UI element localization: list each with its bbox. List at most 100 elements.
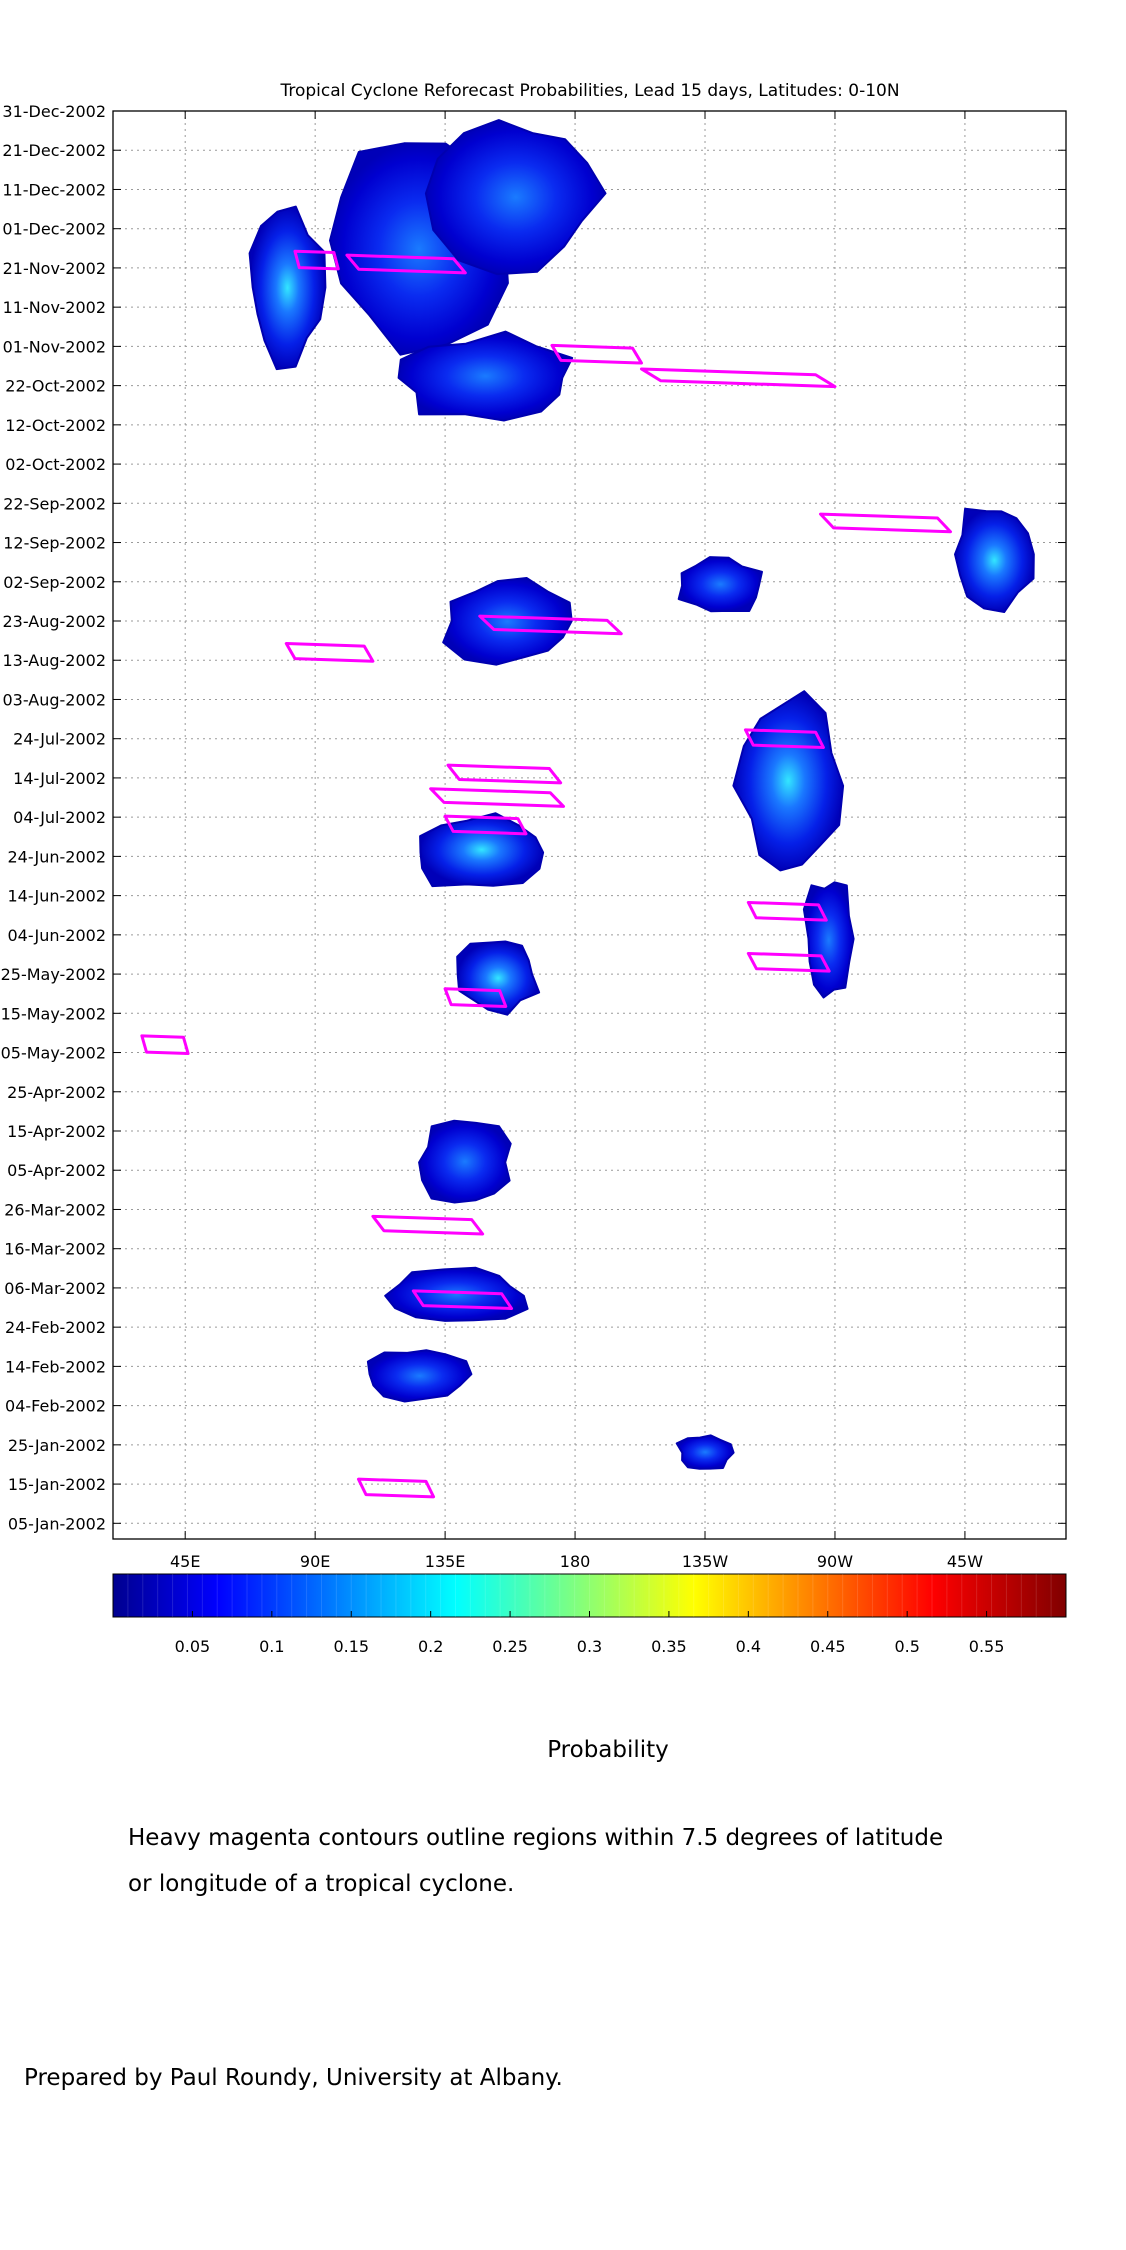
y-tick-label: 05-Apr-2002 [7,1161,106,1180]
colorbar-ticks: 0.05 0.1 0.15 0.2 0.25 0.3 0.35 0.4 0.45 0.5 0.55 [175,1611,1005,1656]
tc-contour [746,951,831,973]
tc-contour [411,1289,514,1311]
probability-region [442,577,573,666]
y-tick-label: 03-Aug-2002 [2,690,106,709]
y-tick-label: 04-Jul-2002 [13,808,106,827]
tc-contour [345,253,467,275]
y-tick-label: 12-Oct-2002 [5,416,106,435]
plot-area [113,111,1066,1539]
colorbar-tick-label: 0.5 [894,1637,919,1656]
y-tick-label: 23-Aug-2002 [2,612,106,631]
tc-contour [443,814,528,836]
probability-region [802,881,855,999]
x-tick-label: 180 [560,1552,591,1571]
credit-line: Prepared by Paul Roundy, University at A… [24,2065,563,2091]
probability-region [397,330,574,422]
x-tick-label: 135W [682,1552,729,1571]
tc-contour [371,1214,485,1236]
y-tick-label: 01-Dec-2002 [2,220,106,239]
y-tick-label: 02-Sep-2002 [3,573,106,592]
tc-contour [443,987,508,1008]
probability-region [424,119,607,276]
x-tick-label: 45W [947,1552,983,1571]
y-tick-label: 02-Oct-2002 [5,455,106,474]
x-tick-label: 45E [170,1552,200,1571]
probability-region [248,205,327,371]
y-tick-label: 22-Sep-2002 [3,494,106,513]
y-tick-label: 11-Dec-2002 [2,180,106,199]
y-tick-label: 24-Jun-2002 [7,847,106,866]
tc-contour [639,367,837,389]
tc-contour [550,343,643,365]
y-tick-label: 11-Nov-2002 [3,298,106,317]
colorbar-tick-label: 0.3 [577,1637,602,1656]
colorbar-label: Probability [547,1737,669,1763]
y-tick-label: 15-Jan-2002 [8,1475,106,1494]
probability-field [248,119,1035,1470]
y-tick-label: 15-May-2002 [1,1004,106,1023]
y-tick-label: 05-Jan-2002 [8,1514,106,1533]
probability-region [418,1119,512,1204]
y-tick-label: 04-Jun-2002 [7,926,106,945]
y-tick-label: 05-May-2002 [1,1044,106,1063]
y-axis: 31-Dec-2002 21-Dec-2002 11-Dec-2002 01-Dec-… [1,102,1066,1533]
x-tick-label: 135E [425,1552,466,1571]
probability-region [677,556,763,613]
tc-contour [478,614,623,636]
y-tick-label: 25-Apr-2002 [7,1083,106,1102]
y-tick-label: 21-Dec-2002 [2,141,106,160]
tc-contour [819,512,952,534]
tc-contour [140,1034,190,1056]
chart-title: Tropical Cyclone Reforecast Probabilitie… [279,81,899,101]
y-tick-label: 01-Nov-2002 [3,337,106,356]
tc-contour [356,1477,436,1499]
colorbar-tick-label: 0.15 [333,1637,369,1656]
colorbar-tick-label: 0.55 [969,1637,1005,1656]
probability-region [675,1434,735,1470]
y-tick-label: 14-Feb-2002 [5,1357,106,1376]
colorbar-tick-label: 0.45 [810,1637,846,1656]
tc-contour [746,900,828,922]
colorbar-tick-label: 0.25 [492,1637,528,1656]
colorbar-tick-label: 0.2 [418,1637,443,1656]
colorbar-tick-label: 0.35 [651,1637,687,1656]
tc-contour [429,787,566,808]
tc-contour [446,763,563,785]
plot-frame [112,110,1067,1540]
x-tick-label: 90W [817,1552,853,1571]
probability-region [732,690,845,872]
y-tick-label: 16-Mar-2002 [4,1240,106,1259]
colorbar-tick-label: 0.4 [736,1637,761,1656]
probability-region [954,507,1035,613]
y-tick-label: 15-Apr-2002 [7,1122,106,1141]
colorbar-tick-label: 0.05 [175,1637,211,1656]
tc-contour [284,642,375,663]
contour-note: Heavy magenta contours outline regions w… [128,1815,1028,1907]
probability-region [456,940,541,1016]
y-tick-label: 21-Nov-2002 [3,259,106,278]
tc-contour [743,728,825,750]
probability-region [419,812,545,888]
y-tick-label: 06-Mar-2002 [4,1279,106,1298]
y-tick-label: 14-Jul-2002 [13,769,106,788]
y-tick-label: 04-Feb-2002 [5,1397,106,1416]
x-axis: 45E 90E 135E 180 135W 90W 45W [170,111,983,1571]
y-tick-label: 24-Feb-2002 [5,1318,106,1337]
y-tick-label: 13-Aug-2002 [2,651,106,670]
colorbar-tick-label: 0.1 [259,1637,284,1656]
y-tick-label: 25-May-2002 [1,965,106,984]
contour-note-line-1: Heavy magenta contours outline regions w… [128,1825,944,1851]
tc-contours [140,249,952,1499]
colorbar [112,1573,1067,1618]
y-tick-label: 24-Jul-2002 [13,730,106,749]
x-tick-label: 90E [300,1552,330,1571]
tc-contour [293,249,340,271]
y-tick-label: 12-Sep-2002 [3,534,106,553]
probability-region [366,1349,473,1403]
y-tick-label: 31-Dec-2002 [2,102,106,121]
colorbar-bands [127,1574,1052,1617]
y-tick-label: 25-Jan-2002 [8,1436,106,1455]
contour-note-line-2: or longitude of a tropical cyclone. [128,1871,515,1897]
y-tick-label: 22-Oct-2002 [5,377,106,396]
